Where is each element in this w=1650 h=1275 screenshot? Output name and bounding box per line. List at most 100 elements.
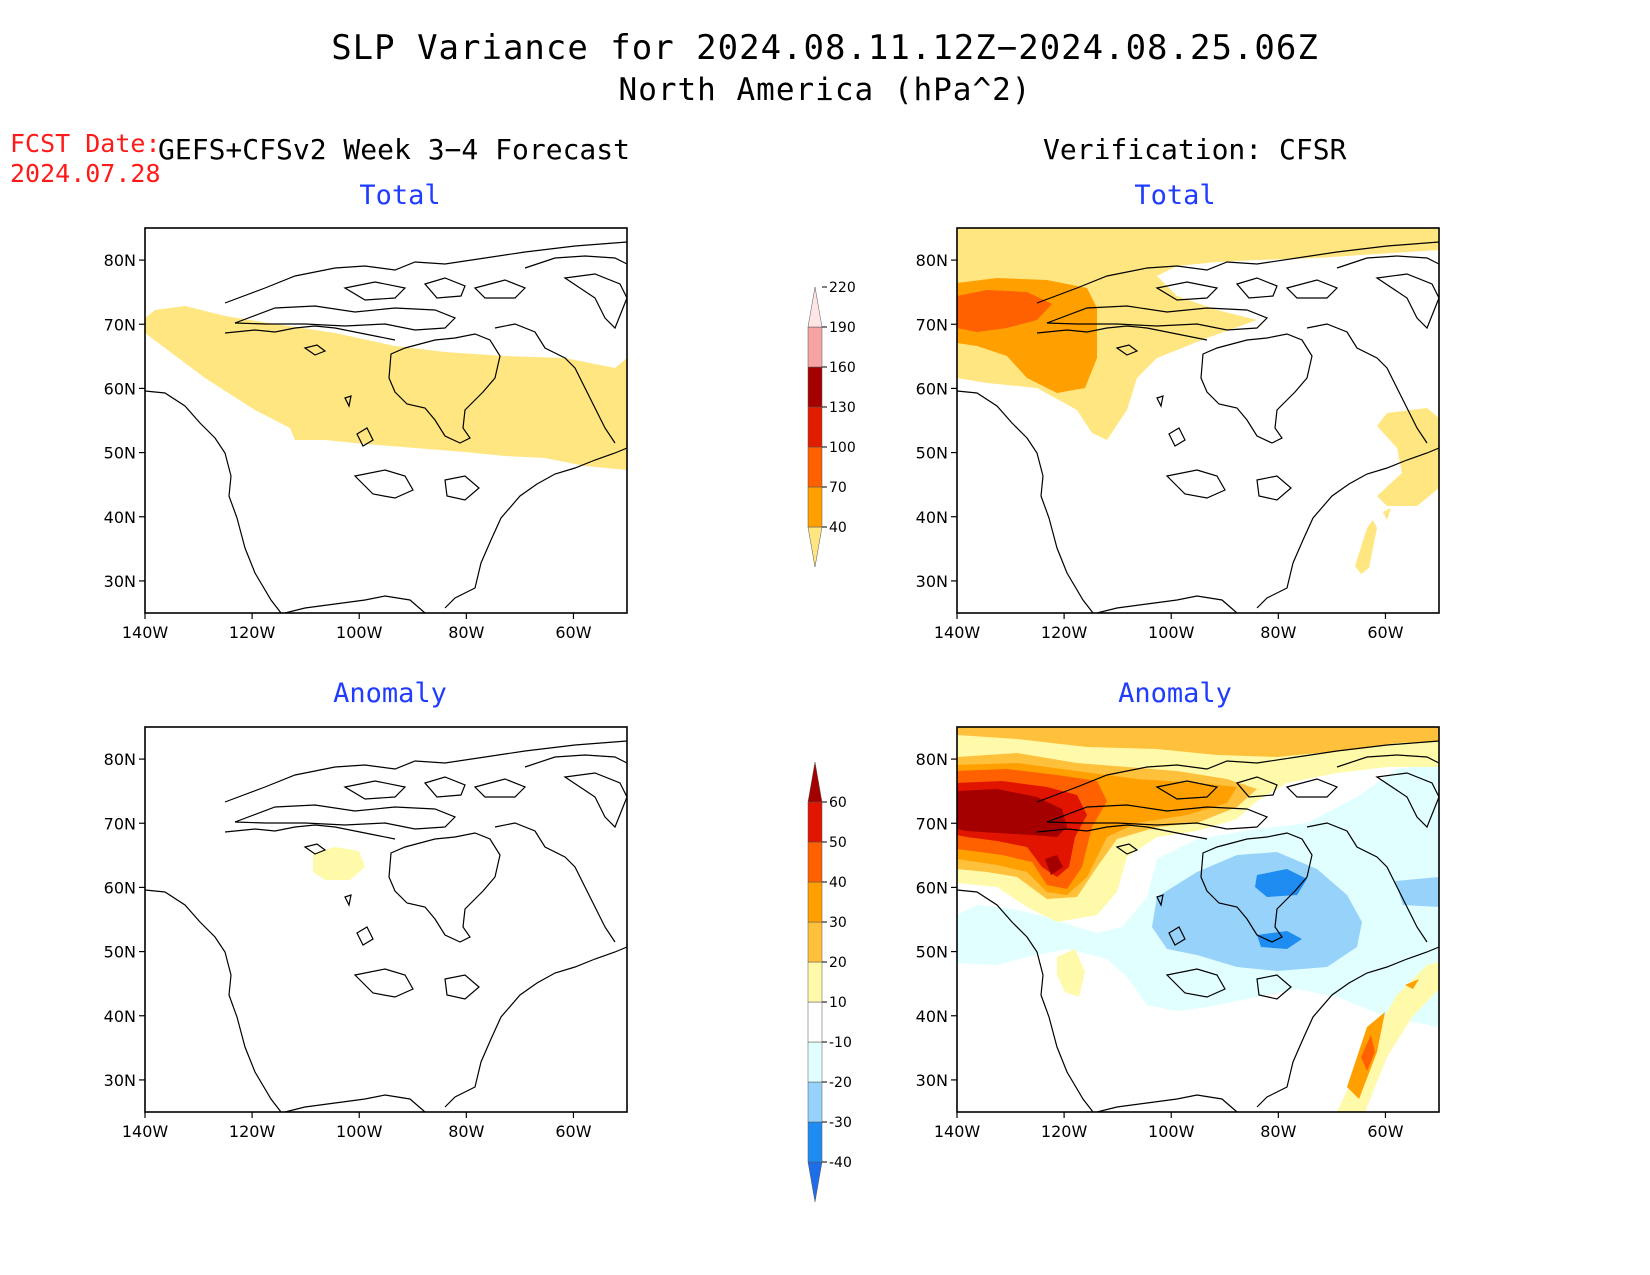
lat-label: 70N [916,315,948,334]
colorbar-box [807,841,823,883]
lon-label: 100W [1148,1122,1195,1141]
lat-label: 40N [104,1007,136,1026]
anomaly-shading [1395,877,1439,907]
lon-label: 120W [1041,1122,1088,1141]
map-subtitle: North America (hPa^2) [618,72,1032,108]
anomaly-shading [1255,869,1307,897]
lon-label: 120W [229,1122,276,1141]
lat-label: 40N [916,1007,948,1026]
panel-title-forecast-total: Total [359,180,441,211]
colorbar-label: 60 [829,795,847,811]
lon-label: 100W [336,1122,383,1141]
colorbar-label: 10 [829,995,847,1011]
lon-label: 140W [122,623,169,642]
colorbar-label: 70 [829,480,847,496]
lat-label: 80N [104,750,136,769]
lat-label: 40N [916,508,948,527]
variance-shading [957,290,1052,332]
panel-title-forecast-anomaly: Anomaly [333,678,447,709]
lat-label: 50N [916,943,948,962]
colorbar-box [807,326,823,368]
lat-label: 30N [104,1071,136,1090]
lon-label: 140W [122,1122,169,1141]
fcst-date-value: 2024.07.28 [10,159,161,188]
colorbar-box [807,366,823,408]
anomaly-shading [957,727,1439,757]
anomaly-shading [1257,931,1302,949]
fcst-date-label: FCST Date: [10,129,161,158]
lon-label: 100W [1148,623,1195,642]
colorbar-box [807,1121,823,1163]
lat-label: 60N [916,379,948,398]
colorbar-label: 160 [829,360,856,376]
lon-label: 120W [229,623,276,642]
colorbar-box [807,406,823,448]
anomaly-shading [313,847,365,880]
lon-label: 80W [1260,623,1296,642]
colorbar-box [807,446,823,488]
colorbar-box [807,761,823,803]
colorbar-label: -20 [829,1075,852,1091]
colorbar-label: 50 [829,835,847,851]
lon-label: 140W [934,623,981,642]
lat-label: 30N [104,572,136,591]
anomaly-shading [1045,855,1063,875]
forecast-column-label: GEFS+CFSv2 Week 3−4 Forecast [158,133,631,166]
map-title: SLP Variance for 2024.08.11.12Z−2024.08.… [331,28,1319,68]
colorbar-box [807,881,823,923]
lat-label: 50N [104,943,136,962]
colorbar-box [807,1081,823,1123]
lat-label: 80N [104,251,136,270]
forecast-anomaly-map: 30N 40N 50N 60N 70N 80N 140W 120W 100W 80W 60W [104,726,628,1141]
panel-title-verification-total: Total [1134,180,1216,211]
colorbar-label: 100 [829,440,856,456]
lon-label: 120W [1041,623,1088,642]
colorbar-label: 40 [829,875,847,891]
variance-shading [1383,508,1391,520]
lon-label: 60W [1367,623,1403,642]
colorbar-label: 40 [829,520,847,536]
variance-shading [145,306,627,470]
colorbar-box [807,1161,823,1203]
colorbar-box [807,526,823,568]
colorbar-box [807,1041,823,1083]
verification-total-map: 30N 40N 50N 60N 70N 80N 140W 120W 100W 80W 60W [916,227,1440,642]
lon-label: 60W [555,623,591,642]
lat-label: 70N [104,814,136,833]
lon-label: 140W [934,1122,981,1141]
lon-label: 80W [448,1122,484,1141]
lon-label: 80W [1260,1122,1296,1141]
colorbar-label: 220 [829,280,856,296]
anomaly-shading [1361,1035,1375,1071]
lon-label: 100W [336,623,383,642]
colorbar-box [807,921,823,963]
lat-label: 70N [104,315,136,334]
lon-label: 60W [1367,1122,1403,1141]
colorbar-label: 190 [829,320,856,336]
colorbar-box [807,961,823,1003]
lat-label: 30N [916,572,948,591]
lat-label: 50N [104,444,136,463]
colorbar-box [807,486,823,528]
anomaly-shading [1057,949,1085,997]
colorbar-label: 30 [829,915,847,931]
verification-column-label: Verification: CFSR [1043,133,1347,166]
lat-label: 40N [104,508,136,527]
lat-label: 60N [104,379,136,398]
lon-label: 80W [448,623,484,642]
lon-label: 60W [555,1122,591,1141]
lat-label: 80N [916,251,948,270]
lat-label: 80N [916,750,948,769]
lat-label: 30N [916,1071,948,1090]
lat-label: 60N [916,878,948,897]
forecast-total-map: 30N 40N 50N 60N 70N 80N 140W 120W 100W 80W 60W [104,227,628,642]
panel-title-verification-anomaly: Anomaly [1118,678,1232,709]
variance-shading [1355,520,1377,574]
anomaly-shading [1152,852,1362,971]
total-colorbar: 40 70 100 130 160 190 220 [807,280,856,568]
colorbar-box [807,801,823,843]
colorbar-label: 20 [829,955,847,971]
anomaly-colorbar: -40 -30 -20 -10 10 20 30 40 50 60 [807,761,852,1203]
variance-shading [1377,408,1439,506]
colorbar-label: -30 [829,1115,852,1131]
